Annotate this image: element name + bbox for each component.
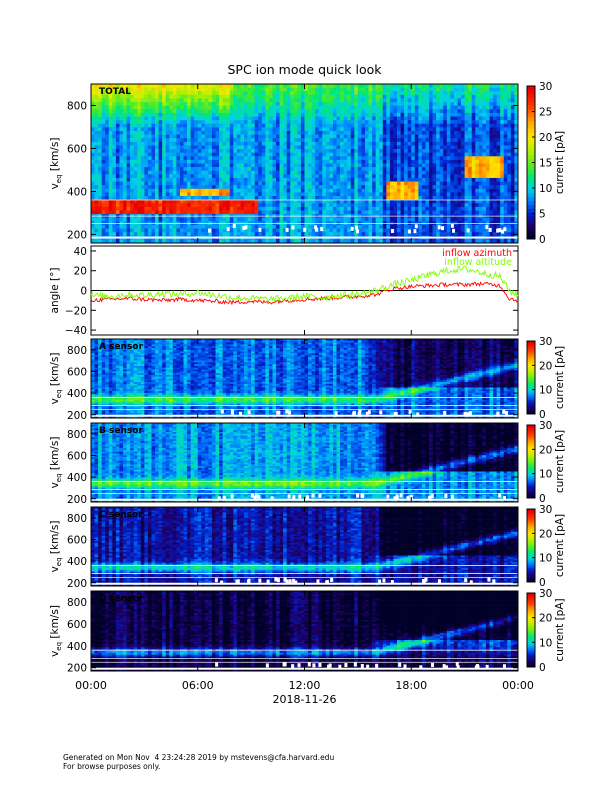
colorbar-tick-0-30: 30 [539,81,552,93]
chart-title: SPC ion mode quick look [227,62,382,77]
panel-label-2: A sensor [99,342,144,352]
xtick-label-2: 12:00 [289,679,321,692]
xtick-label-4: 00:00 [502,679,534,692]
colorbar-tick-0-0: 0 [539,234,546,246]
ylabel-0: veq [km/s] [49,138,63,190]
ytick-label-5-400: 400 [67,641,87,653]
ytick-label-3-600: 600 [67,450,87,462]
colorbar-tick-2-10: 10 [539,385,552,397]
angle-ylabel: angle [°] [49,268,61,314]
footer: Generated on Mon Nov 4 23:24:28 2019 by … [63,753,334,771]
angle-ytick-label--40: −40 [65,325,87,337]
colorbar-tick-0-25: 25 [539,107,552,119]
colorbar-4 [526,508,536,583]
colorbar-tick-0-20: 20 [539,132,552,144]
ytick-label-5-800: 800 [67,597,87,609]
series-line-inflow-altitude [90,265,519,304]
colorbar-tick-5-0: 0 [539,662,546,674]
colorbar-tick-0-15: 15 [539,158,552,170]
panel-label-5: D sensor [99,594,144,604]
colorbar-label-4: current [pA] [554,514,566,577]
ytick-label-2-400: 400 [67,388,87,400]
ytick-label-2-200: 200 [67,410,87,422]
legend-inflow-azimuth: inflow azimuth [442,248,512,259]
ytick-label-4-600: 600 [67,534,87,546]
xtick-label-1: 06:00 [182,679,214,692]
ytick-label-2-600: 600 [67,366,87,378]
panel-label-3: B sensor [99,426,143,436]
colorbar-tick-0-5: 5 [539,209,546,221]
heatmap-panel-5 [91,591,519,672]
colorbar-tick-4-20: 20 [539,528,552,540]
colorbar-label-3: current [pA] [554,430,566,493]
colorbar-3 [526,424,536,499]
ylabel-3: veq [km/s] [49,437,63,489]
ylabel-5: veq [km/s] [49,605,63,657]
colorbar-tick-2-20: 20 [539,360,552,372]
ytick-label-4-800: 800 [67,513,87,525]
heatmap-panel-4 [91,507,519,587]
ytick-label-0-400: 400 [67,186,87,198]
colorbar-label-2: current [pA] [554,346,566,409]
ytick-label-3-400: 400 [67,472,87,484]
colorbar-5 [526,592,536,668]
colorbar-tick-5-30: 30 [539,588,552,600]
xtick-label-3: 18:00 [395,679,427,692]
ytick-label-3-800: 800 [67,429,87,441]
colorbar-tick-2-0: 0 [539,409,546,421]
ytick-label-5-200: 200 [67,663,87,675]
ylabel-2: veq [km/s] [49,353,63,405]
colorbar-label-5: current [pA] [554,598,566,661]
colorbar-tick-5-20: 20 [539,613,552,625]
colorbar-tick-3-0: 0 [539,493,546,505]
colorbar-tick-5-10: 10 [539,637,552,649]
panel-label-0: TOTAL [99,87,131,97]
ytick-label-0-200: 200 [67,229,87,241]
ytick-label-4-400: 400 [67,556,87,568]
angle-ytick-label-0: 0 [80,286,87,298]
ytick-label-2-800: 800 [67,345,87,357]
colorbar-0 [526,85,536,240]
angle-ytick-label--20: −20 [65,305,87,317]
footer-generated-line: Generated on Mon Nov 4 23:24:28 2019 by … [63,753,334,762]
heatmap-panel-2 [91,339,519,419]
panel-label-4: C sensor [99,510,143,520]
colorbar-tick-4-0: 0 [539,577,546,589]
colorbar-tick-2-30: 30 [539,336,552,348]
ytick-label-5-600: 600 [67,619,87,631]
ylabel-4: veq [km/s] [49,521,63,573]
heatmap-panel-3 [91,423,519,503]
angle-ytick-label-40: 40 [74,246,87,258]
ytick-label-4-200: 200 [67,578,87,590]
xtick-label-0: 00:00 [75,679,107,692]
footer-browse-note: For browse purposes only. [63,762,334,771]
series-line-inflow-azimuth [90,281,519,306]
x-date-label: 2018-11-26 [273,693,337,706]
ytick-label-3-200: 200 [67,494,87,506]
colorbar-tick-3-10: 10 [539,469,552,481]
colorbar-tick-4-30: 30 [539,504,552,516]
colorbar-label-0: current [pA] [554,131,566,194]
angle-ytick-label-20: 20 [74,266,87,278]
ytick-label-0-600: 600 [67,143,87,155]
ytick-label-0-800: 800 [67,100,87,112]
legend-inflow-altitude: inflow altitude [444,257,512,268]
colorbar-tick-0-10: 10 [539,183,552,195]
colorbar-2 [526,340,536,415]
colorbar-tick-3-30: 30 [539,420,552,432]
colorbar-tick-3-20: 20 [539,444,552,456]
heatmap-panel-0 [91,84,519,244]
colorbar-tick-4-10: 10 [539,553,552,565]
